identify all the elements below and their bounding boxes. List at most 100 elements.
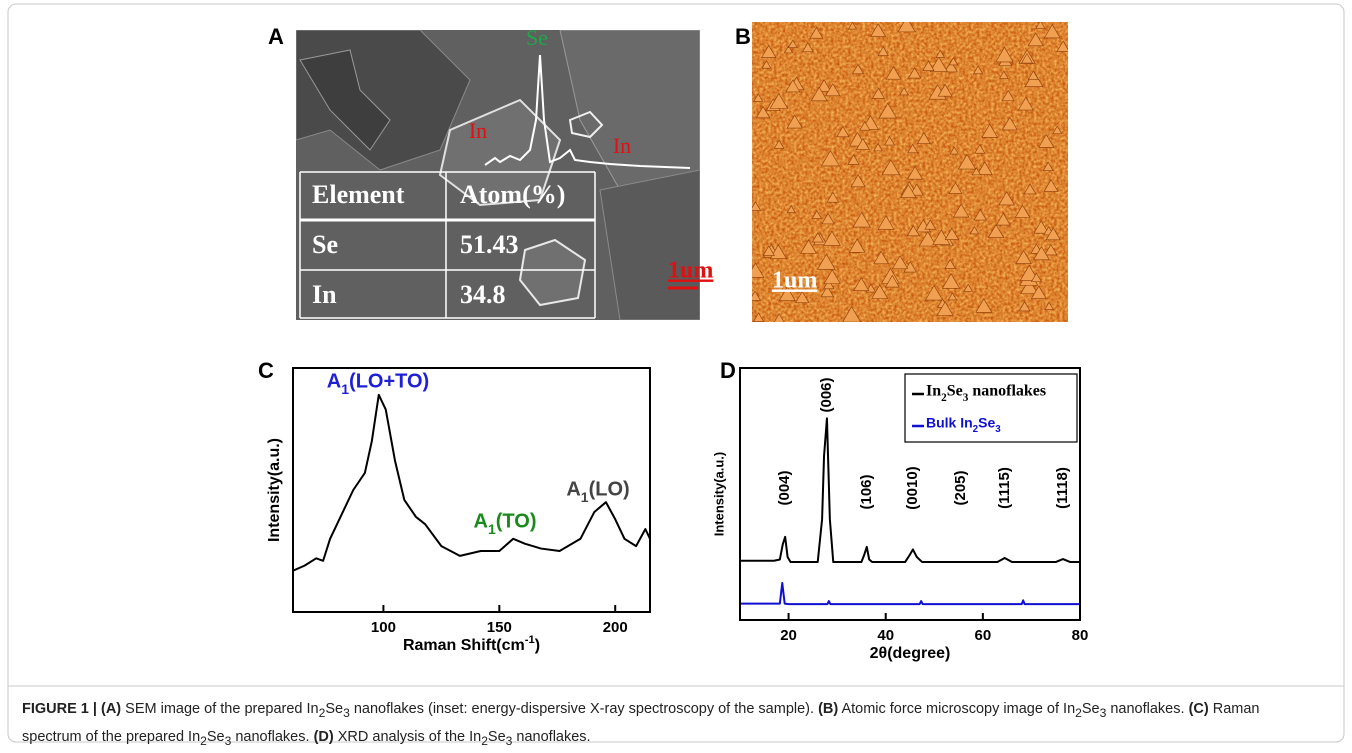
flake <box>599 169 700 320</box>
charts: 100 150 200 Raman Shift(cm-1) Intensity(a.u.… <box>266 367 1088 662</box>
grain <box>842 306 861 322</box>
grain <box>973 209 987 221</box>
grain <box>1044 301 1054 310</box>
grain <box>801 42 814 53</box>
caption-tag: (B) <box>818 701 839 717</box>
element-label: In <box>469 118 487 143</box>
grain <box>851 63 865 75</box>
panel-label: C <box>258 358 274 383</box>
caption: FIGURE 1 | (A) SEM image of the prepared… <box>22 697 1322 753</box>
caption-tag: (C) <box>1188 701 1209 717</box>
grain <box>1015 250 1032 264</box>
grain <box>1033 245 1050 261</box>
grain <box>907 143 919 154</box>
x-tick-label: 60 <box>975 627 992 644</box>
grain <box>884 136 896 146</box>
grain <box>1042 161 1054 171</box>
grain <box>810 86 828 102</box>
x-tick-label: 100 <box>371 619 396 636</box>
x-tick-label: 20 <box>780 627 797 644</box>
grain <box>995 212 1011 226</box>
grain <box>795 290 810 303</box>
grain <box>816 79 832 92</box>
grain <box>909 183 924 196</box>
grain <box>1027 32 1044 47</box>
grain <box>971 167 982 176</box>
x-axis-label: Raman Shift(cm-1) <box>403 634 540 654</box>
panel-label: D <box>720 358 736 383</box>
legend-label: In2Se3 nanoflakes <box>926 383 1046 404</box>
grain <box>870 23 887 37</box>
grain <box>753 93 764 102</box>
grain <box>948 57 959 66</box>
grain <box>1044 243 1058 256</box>
grain <box>1038 133 1055 148</box>
grain <box>974 144 986 154</box>
sem-image <box>296 30 700 320</box>
grain <box>752 201 762 211</box>
caption-label: FIGURE 1 | <box>22 701 97 717</box>
grain <box>755 105 771 119</box>
grain <box>995 46 1014 63</box>
flake <box>438 98 562 207</box>
y-axis-label: Intensity(a.u.) <box>266 438 283 542</box>
grain <box>859 121 871 131</box>
grain <box>891 255 909 270</box>
eds-table-grid <box>299 171 596 319</box>
eds-line-scan <box>484 54 691 169</box>
grain <box>1020 278 1039 294</box>
grain <box>871 87 886 99</box>
grain <box>948 182 963 194</box>
grain <box>852 211 871 228</box>
grain <box>922 60 935 71</box>
legend-label: Bulk In2Se3 <box>926 415 1001 435</box>
grain <box>1030 272 1042 282</box>
legend-box <box>904 373 1078 443</box>
grain <box>1020 53 1034 64</box>
grain <box>753 312 765 322</box>
grain <box>825 83 841 97</box>
grain <box>783 45 794 54</box>
grain <box>998 70 1009 79</box>
grain <box>976 161 993 175</box>
grain <box>1033 220 1049 234</box>
x-tick-label: 200 <box>603 619 628 636</box>
grain <box>871 284 889 299</box>
grain <box>908 67 922 79</box>
grain <box>944 60 958 73</box>
grain <box>906 225 920 237</box>
peak-label: (1115) <box>996 467 1013 509</box>
table-cell: 51.43 <box>460 230 519 259</box>
caption-text: Raman spectrum of the prepared In2Se3 na… <box>22 701 1260 748</box>
grain <box>816 253 836 270</box>
grain <box>941 273 961 289</box>
grain <box>957 153 977 170</box>
grain <box>897 22 916 33</box>
peak-label: (004) <box>776 470 793 505</box>
panel-label: B <box>735 24 751 49</box>
peak-label: (006) <box>818 377 835 412</box>
grain <box>924 284 944 301</box>
grain <box>1019 264 1039 281</box>
grain <box>1001 89 1015 101</box>
grain <box>1027 70 1039 80</box>
x-tick-label: 150 <box>487 619 512 636</box>
grain <box>969 226 980 235</box>
grain <box>900 184 917 199</box>
flake <box>568 110 604 139</box>
grain <box>823 269 841 284</box>
grain <box>884 274 900 288</box>
grain <box>936 301 954 316</box>
grain <box>800 239 817 254</box>
caption-text: SEM image of the prepared In2Se3 nanofla… <box>125 701 815 720</box>
caption-tag: (A) <box>101 701 122 717</box>
grain <box>944 227 960 240</box>
panel-b: 1um <box>772 268 817 294</box>
grain <box>761 60 772 69</box>
grain <box>826 191 840 203</box>
table-header: Element <box>312 180 405 209</box>
table-cell: Se <box>312 230 338 259</box>
grain <box>935 49 945 58</box>
grain <box>949 146 959 155</box>
